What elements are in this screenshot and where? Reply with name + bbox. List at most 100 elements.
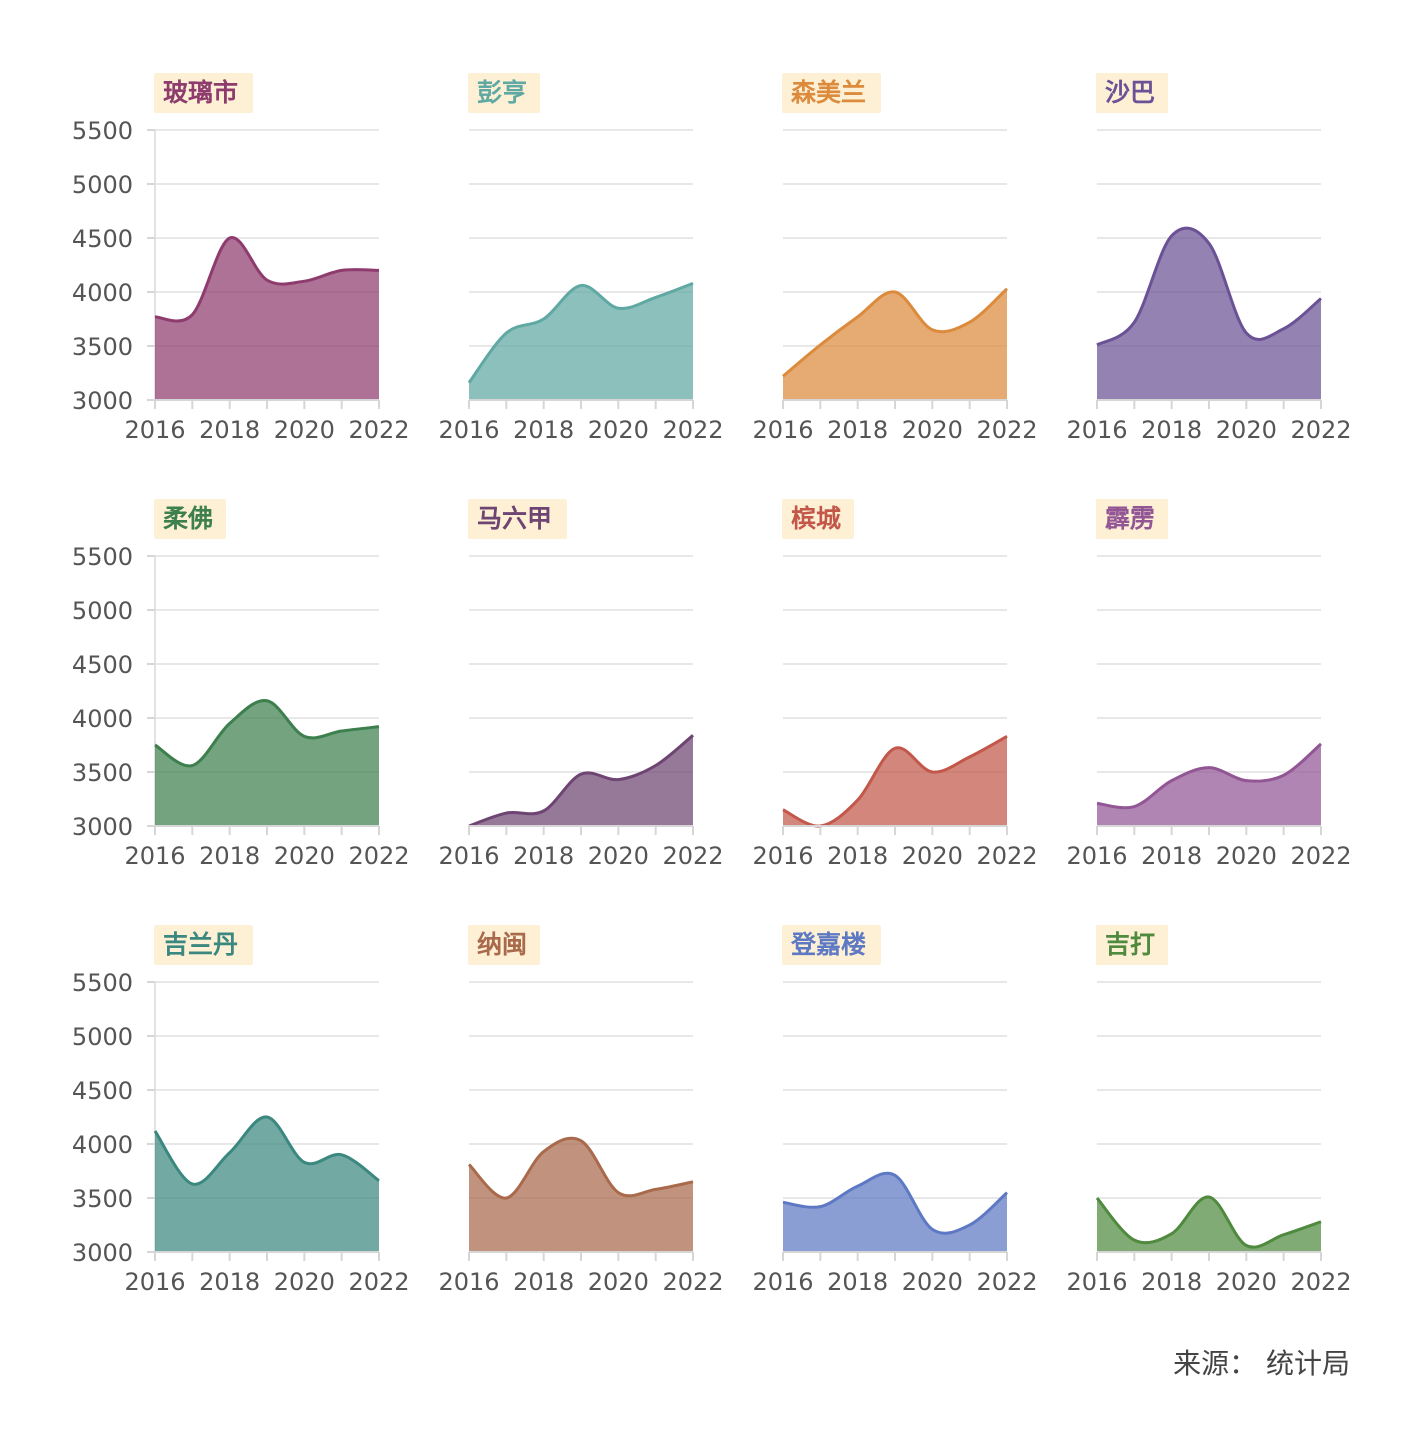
y-tick-label: 4500: [72, 225, 133, 253]
x-tick-label: 2016: [1066, 416, 1127, 444]
y-tick-label: 3000: [72, 813, 133, 841]
y-tick-label: 3500: [72, 333, 133, 361]
x-tick-label: 2016: [124, 1268, 185, 1296]
x-tick-label: 2016: [124, 416, 185, 444]
x-tick-label: 2018: [199, 416, 260, 444]
panel-title-text: 登嘉楼: [790, 930, 866, 959]
series-area: [1097, 1196, 1321, 1252]
x-tick-label: 2020: [588, 1268, 649, 1296]
panel-title-text: 马六甲: [477, 504, 552, 533]
panel-title: 纳闽: [468, 925, 540, 965]
y-tick-label: 4000: [72, 1131, 133, 1159]
series-area: [1097, 743, 1321, 826]
y-tick-label: 3000: [72, 1239, 133, 1267]
panel-9: 3000 3500 4000 4500 5000 5500 2016 2018 2020 2022…: [72, 925, 410, 1296]
x-tick-label: 2018: [827, 416, 888, 444]
series-area: [155, 700, 379, 826]
x-tick-label: 2018: [827, 1268, 888, 1296]
panel-title: 森美兰: [782, 73, 881, 113]
series-area: [1097, 228, 1321, 400]
y-tick-label: 5000: [72, 597, 133, 625]
y-tick-label: 3500: [72, 1185, 133, 1213]
x-tick-label: 2022: [348, 1268, 409, 1296]
source-note: 来源： 统计局: [1173, 1342, 1350, 1382]
panel-title: 霹雳: [1096, 499, 1168, 539]
panel-12: 2016 2018 2020 2022 吉打: [1066, 925, 1352, 1296]
y-tick-label: 5500: [72, 543, 133, 571]
panel-1: 3000 3500 4000 4500 5000 5500 2016 2018 2020 2022…: [72, 73, 410, 444]
x-tick-label: 2022: [1290, 1268, 1351, 1296]
panel-title: 马六甲: [468, 499, 567, 539]
panel-title-background: [1096, 73, 1168, 113]
y-tick-label: 4500: [72, 651, 133, 679]
x-tick-label: 2022: [348, 416, 409, 444]
y-tick-label: 4000: [72, 279, 133, 307]
panel-title-background: [468, 73, 540, 113]
x-tick-label: 2022: [1290, 842, 1351, 870]
panel-title-text: 沙巴: [1105, 78, 1155, 107]
x-tick-label: 2020: [274, 416, 335, 444]
x-tick-label: 2022: [662, 1268, 723, 1296]
panel-title: 吉打: [1096, 925, 1168, 965]
panel-11: 2016 2018 2020 2022 登嘉楼: [752, 925, 1038, 1296]
panel-title: 玻璃市: [154, 73, 253, 113]
x-tick-label: 2016: [1066, 1268, 1127, 1296]
x-tick-label: 2018: [513, 842, 574, 870]
panel-2: 2016 2018 2020 2022 彭亨: [438, 73, 724, 444]
y-tick-label: 5500: [72, 969, 133, 997]
x-tick-label: 2020: [1216, 1268, 1277, 1296]
x-tick-label: 2016: [124, 842, 185, 870]
panel-title-background: [154, 925, 253, 965]
panel-title-background: [468, 925, 540, 965]
x-tick-label: 2018: [1141, 416, 1202, 444]
x-tick-label: 2016: [752, 1268, 813, 1296]
panel-title: 吉兰丹: [154, 925, 253, 965]
x-tick-label: 2020: [274, 1268, 335, 1296]
x-tick-label: 2020: [902, 1268, 963, 1296]
x-tick-label: 2016: [752, 842, 813, 870]
panel-5: 3000 3500 4000 4500 5000 5500 2016 2018 2020 2022…: [72, 499, 410, 870]
x-tick-label: 2022: [976, 1268, 1037, 1296]
x-tick-label: 2022: [348, 842, 409, 870]
panel-title-text: 彭亨: [477, 78, 527, 107]
series-area: [469, 283, 693, 400]
x-tick-label: 2022: [976, 842, 1037, 870]
x-tick-label: 2020: [1216, 842, 1277, 870]
panel-title-text: 槟城: [791, 504, 841, 533]
panel-7: 2016 2018 2020 2022 槟城: [752, 499, 1038, 870]
panel-title-background: [782, 925, 881, 965]
x-tick-label: 2020: [274, 842, 335, 870]
panel-title-background: [468, 499, 567, 539]
x-tick-label: 2018: [513, 1268, 574, 1296]
panel-title-background: [1096, 499, 1168, 539]
y-tick-label: 3000: [72, 387, 133, 415]
x-tick-label: 2016: [438, 1268, 499, 1296]
panel-title-text: 吉打: [1105, 930, 1155, 959]
series-area: [155, 1116, 379, 1252]
y-tick-label: 4500: [72, 1077, 133, 1105]
panel-title: 登嘉楼: [782, 925, 881, 965]
y-tick-label: 5000: [72, 1023, 133, 1051]
series-area: [155, 237, 379, 400]
panel-4: 2016 2018 2020 2022 沙巴: [1066, 73, 1352, 444]
series-area: [783, 1173, 1007, 1252]
x-tick-label: 2022: [976, 416, 1037, 444]
panel-title-text: 森美兰: [791, 78, 866, 107]
panel-title-background: [154, 499, 226, 539]
x-tick-label: 2020: [588, 416, 649, 444]
panel-title: 槟城: [782, 499, 854, 539]
panel-title-text: 霹雳: [1105, 504, 1155, 533]
panel-title-background: [154, 73, 253, 113]
x-tick-label: 2020: [1216, 416, 1277, 444]
x-tick-label: 2016: [752, 416, 813, 444]
series-area: [783, 288, 1007, 400]
x-tick-label: 2022: [1290, 416, 1351, 444]
x-tick-label: 2022: [662, 842, 723, 870]
panel-title-background: [782, 73, 881, 113]
panel-10: 2016 2018 2020 2022 纳闽: [438, 925, 724, 1296]
panel-3: 2016 2018 2020 2022 森美兰: [752, 73, 1038, 444]
panel-title-text: 吉兰丹: [163, 930, 238, 959]
x-tick-label: 2018: [199, 1268, 260, 1296]
x-tick-label: 2020: [588, 842, 649, 870]
